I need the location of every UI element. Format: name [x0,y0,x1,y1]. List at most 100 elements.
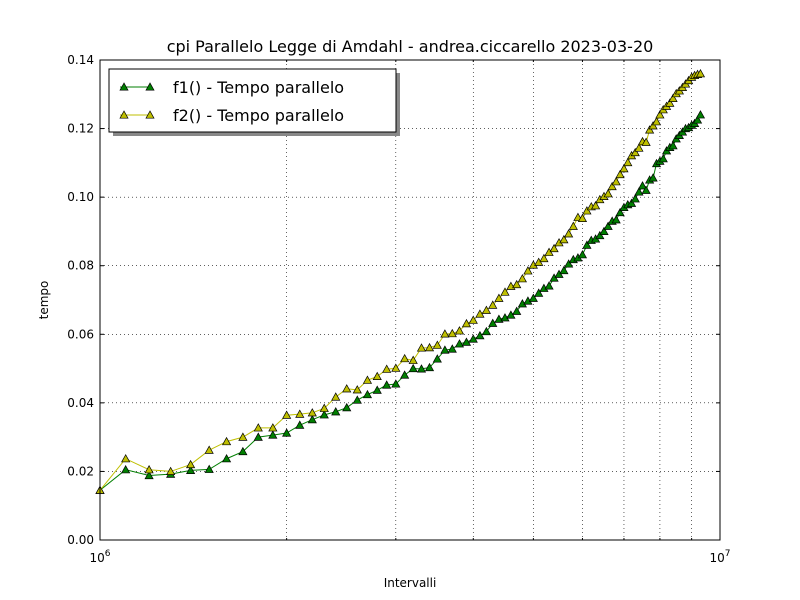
data-point [221,454,232,463]
legend-label: f2() - Tempo parallelo [173,106,344,125]
data-point [607,181,617,191]
data-point [641,185,651,194]
ticks [99,59,721,541]
data-point [372,371,382,381]
data-point [559,265,569,275]
data-point [432,340,442,349]
data-point [440,329,450,338]
data-point [648,173,658,182]
data-point [295,409,305,418]
data-point [626,198,637,207]
data-point [331,407,341,416]
data-point [564,259,574,268]
data-point [342,402,352,412]
data-point [590,200,601,210]
y-axis-label: tempo [37,281,51,320]
data-point [382,380,392,389]
y-tick-label: 0.12 [67,122,94,136]
data-point [582,206,592,215]
data-point [615,207,625,217]
data-point [534,288,544,297]
y-tick-label: 0.10 [67,190,94,204]
legend-marker [145,110,155,119]
data-point [204,464,214,473]
data-point [307,414,317,424]
data-point [372,385,382,394]
data-point [695,110,706,119]
data-point [559,234,569,244]
y-tick-label: 0.08 [67,259,94,273]
series-layer [95,68,706,494]
plot-area [100,60,720,540]
data-point [528,293,538,302]
data-point [186,465,196,474]
data-point [391,363,401,372]
data-point [668,93,678,102]
data-point [424,362,435,372]
data-point [665,98,675,107]
data-point [599,226,609,235]
x-axis-label: Intervalli [384,576,437,590]
data-point [634,187,644,196]
data-point [564,229,574,238]
data-point [424,342,435,352]
data-point [692,115,703,124]
legend-label: f1() - Tempo parallelo [173,78,344,97]
data-point [400,353,410,363]
data-point [544,281,554,290]
data-point [595,230,605,240]
data-point [408,355,418,364]
legend-entries: f1() - Tempo parallelo f2() - Tempo paral… [119,78,344,125]
data-point [468,334,478,343]
data-point [362,375,373,384]
data-point [144,470,154,480]
data-point [695,68,706,78]
data-point [577,213,588,222]
data-point [454,339,465,348]
data-point [461,318,472,328]
legend-marker [145,82,155,91]
data-point [447,344,457,353]
data-point [651,116,662,126]
data-point [468,315,478,324]
data-point [494,293,504,302]
data-point [342,384,352,393]
legend: f1() - Tempo parallelo f2() - Tempo paral… [108,68,400,136]
data-point [539,253,549,263]
data-point [603,221,613,230]
data-point [166,466,176,475]
data-point [481,326,492,336]
data-point [352,395,362,404]
data-point [307,408,317,417]
data-point [400,370,410,379]
series-2 [95,68,706,494]
y-tick-label: 0.14 [67,53,94,67]
data-point [488,318,498,327]
data-point [221,436,232,446]
data-point [408,363,418,373]
data-point [568,221,578,230]
data-point [352,385,362,394]
data-point [319,403,329,412]
data-point [416,364,427,373]
data-point [432,354,442,363]
data-point [523,266,533,275]
data-point [623,157,633,167]
data-point [331,392,341,401]
data-point [615,169,625,179]
data-point [630,147,640,157]
data-point [282,410,292,419]
data-point [268,430,278,439]
data-point [121,454,131,463]
data-point [319,410,329,419]
data-point [658,154,668,163]
data-point [619,163,629,173]
data-point [645,125,655,134]
data-point [611,176,621,186]
data-point [186,459,196,469]
data-point [282,428,292,437]
data-point [238,432,248,441]
y-tick-label: 0.00 [67,533,94,547]
data-point [582,240,592,249]
legend-entry-2: f2() - Tempo parallelo [119,106,344,125]
